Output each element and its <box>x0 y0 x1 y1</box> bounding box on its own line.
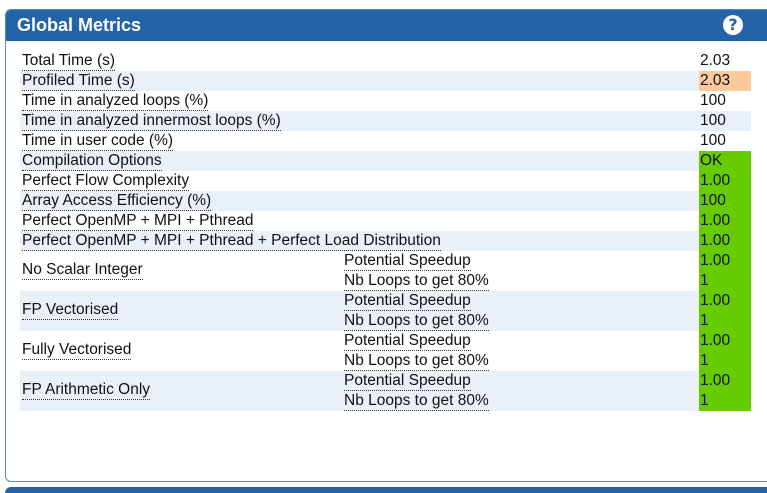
loops-value: 1 <box>699 351 751 371</box>
metric-label[interactable]: Perfect OpenMP + MPI + Pthread + Perfect… <box>22 232 441 251</box>
metric-label[interactable]: Compilation Options <box>22 152 162 171</box>
metric-value: 100 <box>700 112 726 129</box>
loops-label[interactable]: Nb Loops to get 80% <box>344 272 489 291</box>
speedup-value: 1.00 <box>699 291 751 311</box>
metric-label[interactable]: Time in analyzed loops (%) <box>22 92 209 111</box>
metric-row-array-access: Array Access Efficiency (%) 100 <box>20 191 751 211</box>
metric-label[interactable]: Array Access Efficiency (%) <box>22 192 212 211</box>
metric-label[interactable]: Perfect Flow Complexity <box>22 172 190 191</box>
metric-value: 1.00 <box>699 211 751 231</box>
panel-header: Global Metrics ? <box>6 10 767 41</box>
metric-value: 1.00 <box>699 231 751 251</box>
metric-row-load-distribution: Perfect OpenMP + MPI + Pthread + Perfect… <box>20 231 751 251</box>
group-label[interactable]: No Scalar Integer <box>22 261 143 280</box>
metric-label[interactable]: Time in user code (%) <box>22 132 174 151</box>
metric-row-compilation-options: Compilation Options OK <box>20 151 751 171</box>
metric-row-user-code: Time in user code (%) 100 <box>20 131 751 151</box>
speedup-value: 1.00 <box>699 371 751 391</box>
metric-row-total-time: Total Time (s) 2.03 <box>20 51 751 71</box>
group-label[interactable]: FP Vectorised <box>22 301 119 320</box>
group-label[interactable]: Fully Vectorised <box>22 341 132 360</box>
metric-row-innermost-loops: Time in analyzed innermost loops (%) 100 <box>20 111 751 131</box>
panel-title: Global Metrics <box>17 15 142 35</box>
metric-value: 2.03 <box>699 71 751 91</box>
help-icon[interactable]: ? <box>723 15 743 35</box>
metric-label[interactable]: Time in analyzed innermost loops (%) <box>22 112 281 131</box>
next-panel-header-edge <box>5 487 767 493</box>
loops-value: 1 <box>699 391 751 411</box>
metric-group-fp-arithmetic-only: FP Arithmetic Only Potential Speedup Nb … <box>20 371 751 411</box>
metric-value: 1.00 <box>699 171 751 191</box>
metric-group-fp-vectorised: FP Vectorised Potential Speedup Nb Loops… <box>20 291 751 331</box>
metric-group-no-scalar-integer: No Scalar Integer Potential Speedup Nb L… <box>20 251 751 291</box>
speedup-value: 1.00 <box>699 331 751 351</box>
metric-row-profiled-time: Profiled Time (s) 2.03 <box>20 71 751 91</box>
loops-label[interactable]: Nb Loops to get 80% <box>344 312 489 331</box>
loops-label[interactable]: Nb Loops to get 80% <box>344 392 489 411</box>
metric-label[interactable]: Perfect OpenMP + MPI + Pthread <box>22 212 254 231</box>
metric-value: 100 <box>699 191 751 211</box>
metric-value: OK <box>699 151 751 171</box>
metric-row-analyzed-loops: Time in analyzed loops (%) 100 <box>20 91 751 111</box>
loops-value: 1 <box>699 271 751 291</box>
speedup-label[interactable]: Potential Speedup <box>344 252 471 271</box>
speedup-label[interactable]: Potential Speedup <box>344 292 471 311</box>
metric-row-flow-complexity: Perfect Flow Complexity 1.00 <box>20 171 751 191</box>
loops-label[interactable]: Nb Loops to get 80% <box>344 352 489 371</box>
metric-value: 100 <box>700 132 726 149</box>
speedup-value: 1.00 <box>699 251 751 271</box>
speedup-label[interactable]: Potential Speedup <box>344 332 471 351</box>
loops-value: 1 <box>699 311 751 331</box>
group-label[interactable]: FP Arithmetic Only <box>22 381 151 400</box>
metric-label[interactable]: Total Time (s) <box>22 52 116 71</box>
metric-group-fully-vectorised: Fully Vectorised Potential Speedup Nb Lo… <box>20 331 751 371</box>
metric-row-openmp-mpi: Perfect OpenMP + MPI + Pthread 1.00 <box>20 211 751 231</box>
metric-value: 100 <box>700 92 726 109</box>
metrics-table: Total Time (s) 2.03 Profiled Time (s) 2.… <box>20 51 751 411</box>
global-metrics-panel: Global Metrics ? Total Time (s) 2.03 Pro… <box>5 9 767 482</box>
metric-value: 2.03 <box>700 52 731 69</box>
speedup-label[interactable]: Potential Speedup <box>344 372 471 391</box>
metric-label[interactable]: Profiled Time (s) <box>22 72 135 91</box>
